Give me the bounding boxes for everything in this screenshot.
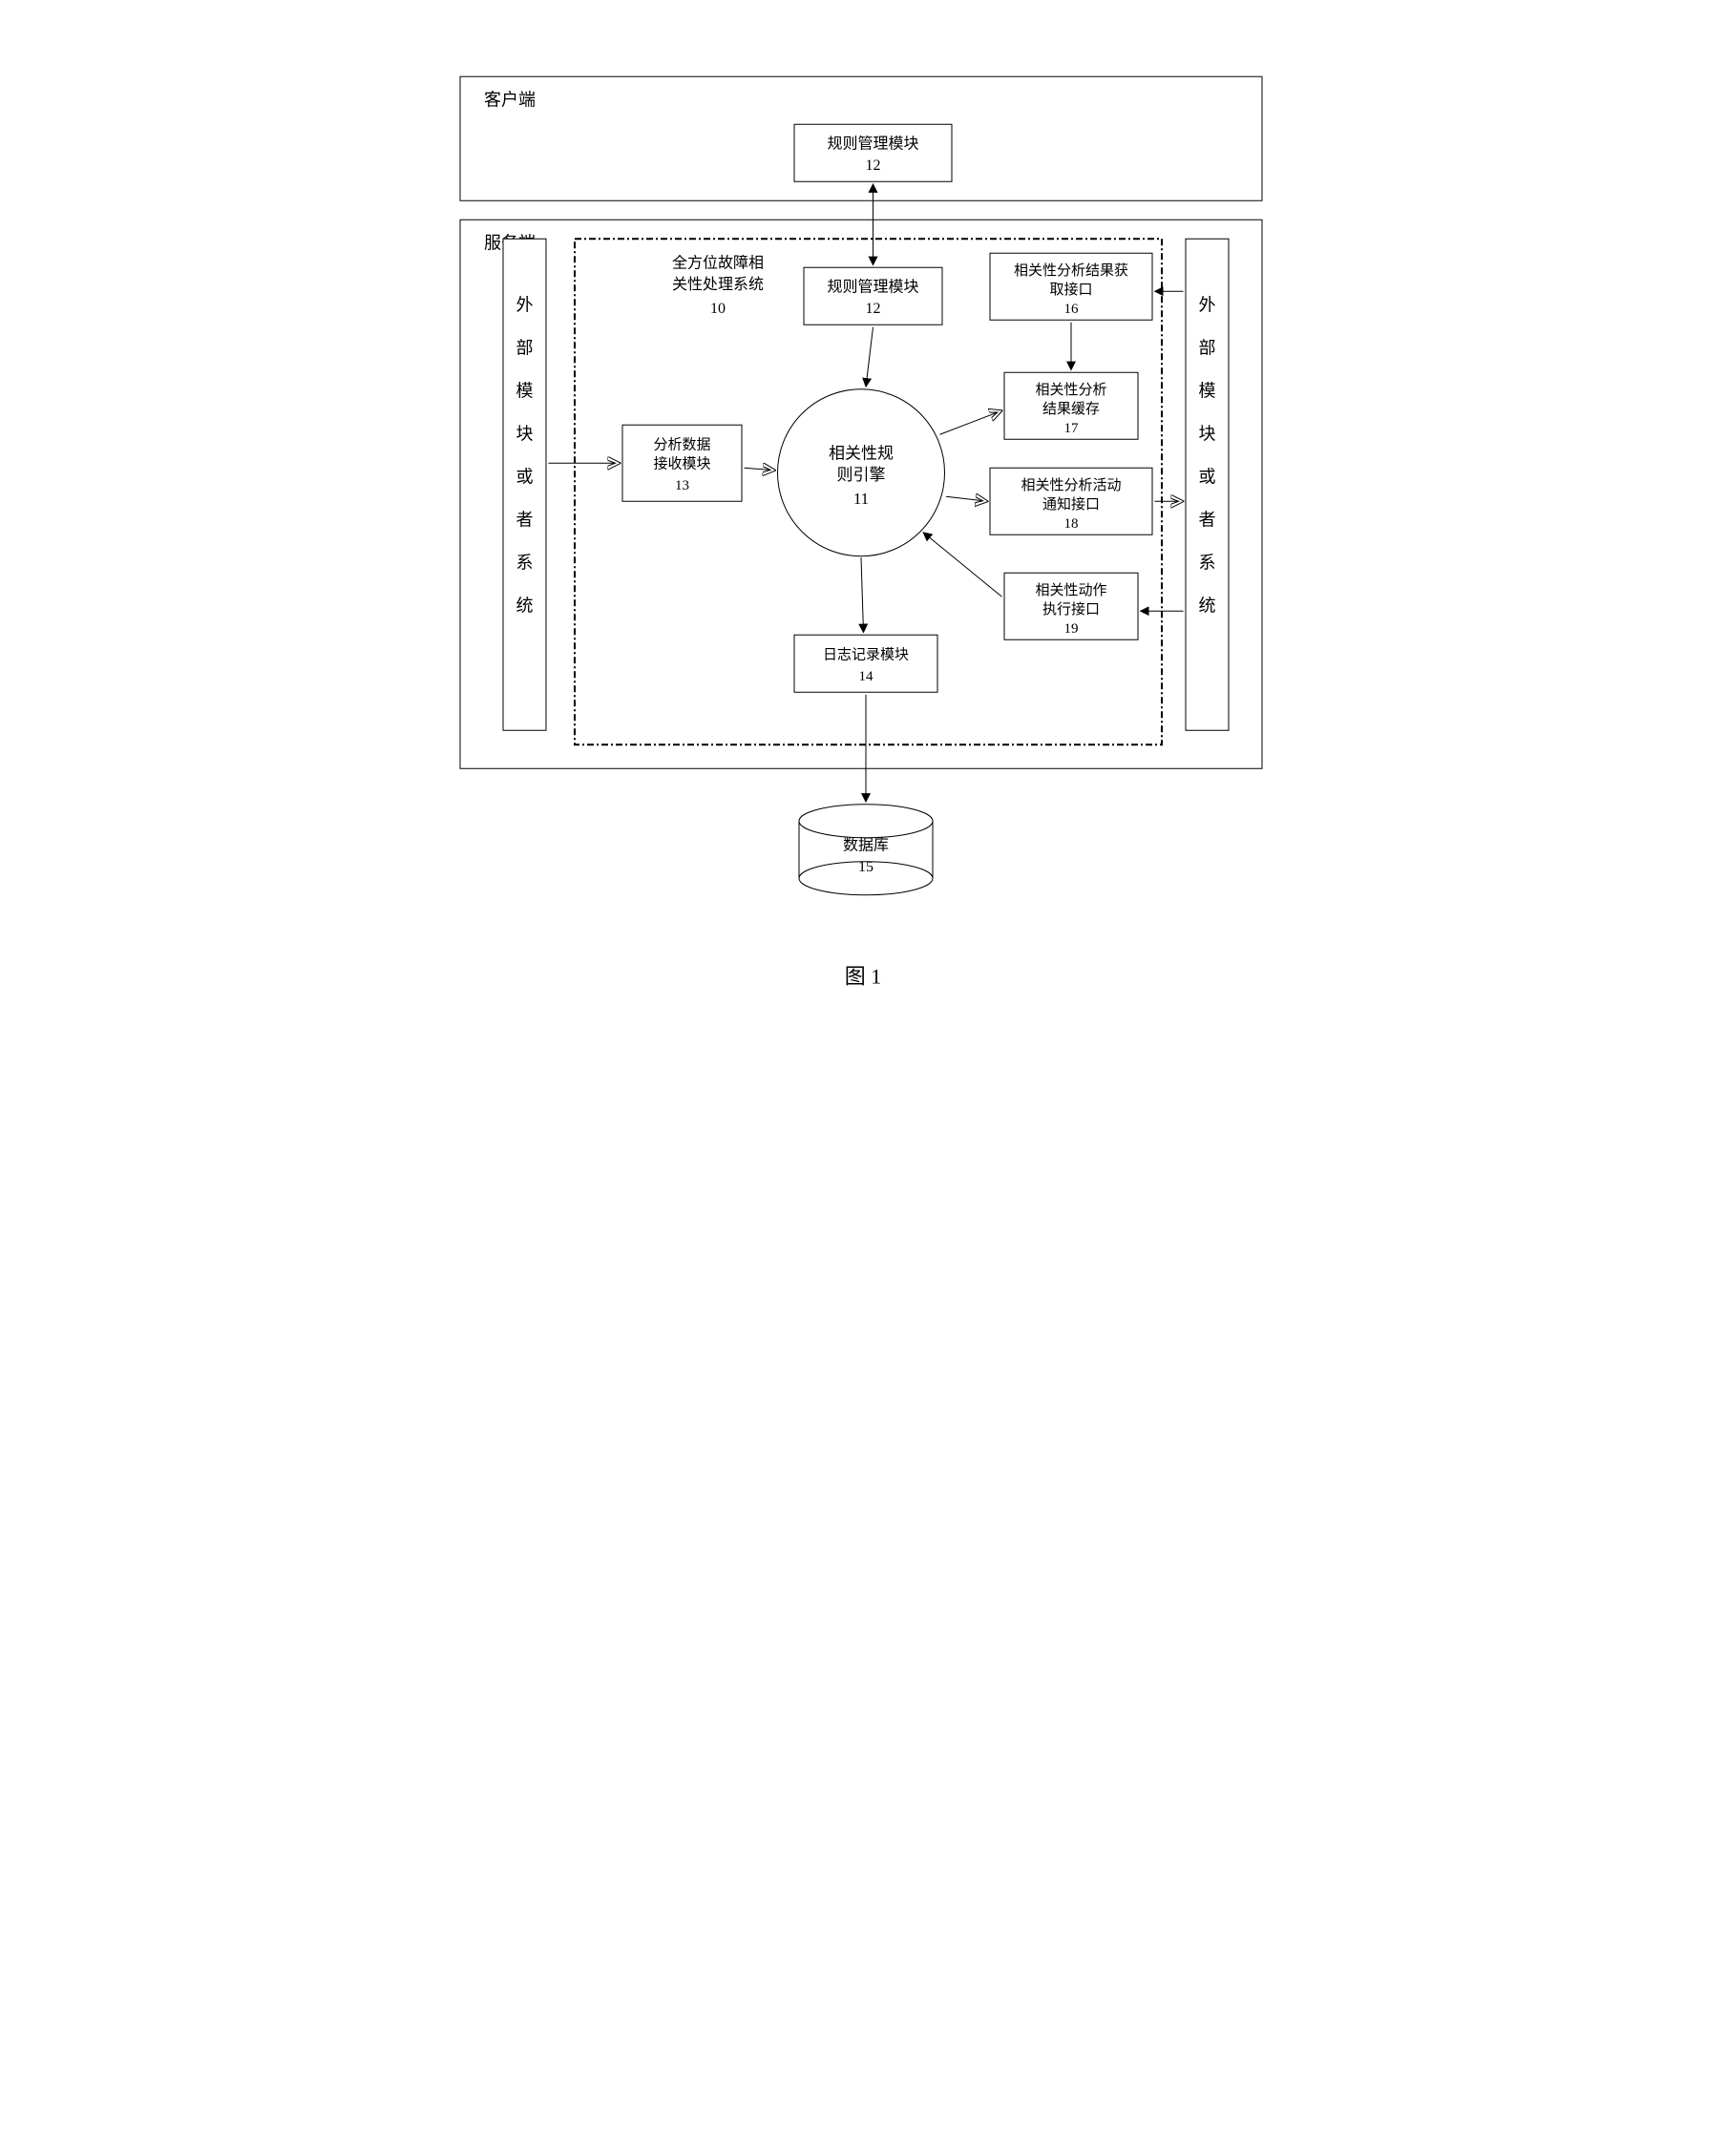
- ext-r-6: 者: [1199, 510, 1216, 529]
- arrow-receiver-to-engine: [745, 468, 776, 471]
- activity-if-l2: 通知接口: [1042, 496, 1100, 513]
- engine-id: 11: [853, 490, 869, 508]
- ext-r-8: 统: [1199, 596, 1216, 615]
- db-id: 15: [858, 859, 874, 875]
- ext-l-8: 统: [516, 596, 534, 615]
- result-cache-l2: 结果缓存: [1042, 401, 1100, 417]
- arrow-rule-to-engine: [866, 327, 874, 387]
- result-if-l1: 相关性分析结果获: [1014, 262, 1128, 279]
- action-if-l1: 相关性动作: [1035, 582, 1106, 598]
- arrow-engine-to-log: [861, 557, 864, 633]
- system-id: 10: [710, 301, 726, 317]
- rule-client-id: 12: [866, 157, 881, 174]
- figure-label: 图 1: [845, 964, 882, 988]
- rule-client-label: 规则管理模块: [827, 135, 918, 152]
- ext-l-4: 块: [516, 424, 534, 443]
- log-label: 日志记录模块: [823, 646, 909, 662]
- arrow-engine-to-cache: [940, 410, 1002, 434]
- action-if-l2: 执行接口: [1042, 601, 1100, 617]
- diagram: 客户端 规则管理模块 12 服务端 外 部 模 块 或 者 系 统 外 部 模 …: [432, 19, 1294, 1098]
- result-if-l2: 取接口: [1049, 282, 1092, 298]
- activity-if-id: 18: [1064, 516, 1079, 532]
- action-if-id: 19: [1064, 621, 1079, 637]
- result-cache-l1: 相关性分析: [1035, 382, 1106, 398]
- ext-r-5: 或: [1199, 467, 1216, 486]
- activity-if-l1: 相关性分析活动: [1021, 477, 1121, 493]
- rule-server-label: 规则管理模块: [827, 278, 918, 295]
- ext-r-2: 部: [1199, 338, 1216, 357]
- receiver-l2: 接收模块: [653, 455, 710, 471]
- ext-l-1: 外: [516, 295, 534, 314]
- ext-l-5: 或: [516, 467, 534, 486]
- rule-server-id: 12: [866, 301, 881, 317]
- system-title-1: 全方位故障相: [672, 254, 764, 271]
- ext-l-6: 者: [516, 510, 534, 529]
- client-title: 客户端: [484, 90, 536, 109]
- db-label: 数据库: [843, 836, 889, 853]
- result-cache-id: 17: [1064, 421, 1080, 436]
- arrow-19-to-engine: [923, 533, 1002, 597]
- log-id: 14: [859, 669, 874, 684]
- engine-l1: 相关性规: [829, 444, 894, 462]
- ext-l-7: 系: [516, 553, 534, 572]
- ext-l-2: 部: [516, 338, 534, 357]
- system-title-2: 关性处理系统: [672, 276, 764, 293]
- engine-l2: 则引擎: [837, 466, 886, 484]
- receiver-id: 13: [675, 478, 689, 493]
- arrow-engine-to-activity: [946, 496, 988, 501]
- ext-r-4: 块: [1199, 424, 1216, 443]
- ext-l-3: 模: [516, 381, 534, 400]
- receiver-l1: 分析数据: [653, 436, 710, 452]
- ext-r-7: 系: [1199, 553, 1216, 572]
- ext-r-1: 外: [1199, 295, 1216, 314]
- ext-r-3: 模: [1199, 381, 1216, 400]
- result-if-id: 16: [1064, 302, 1080, 317]
